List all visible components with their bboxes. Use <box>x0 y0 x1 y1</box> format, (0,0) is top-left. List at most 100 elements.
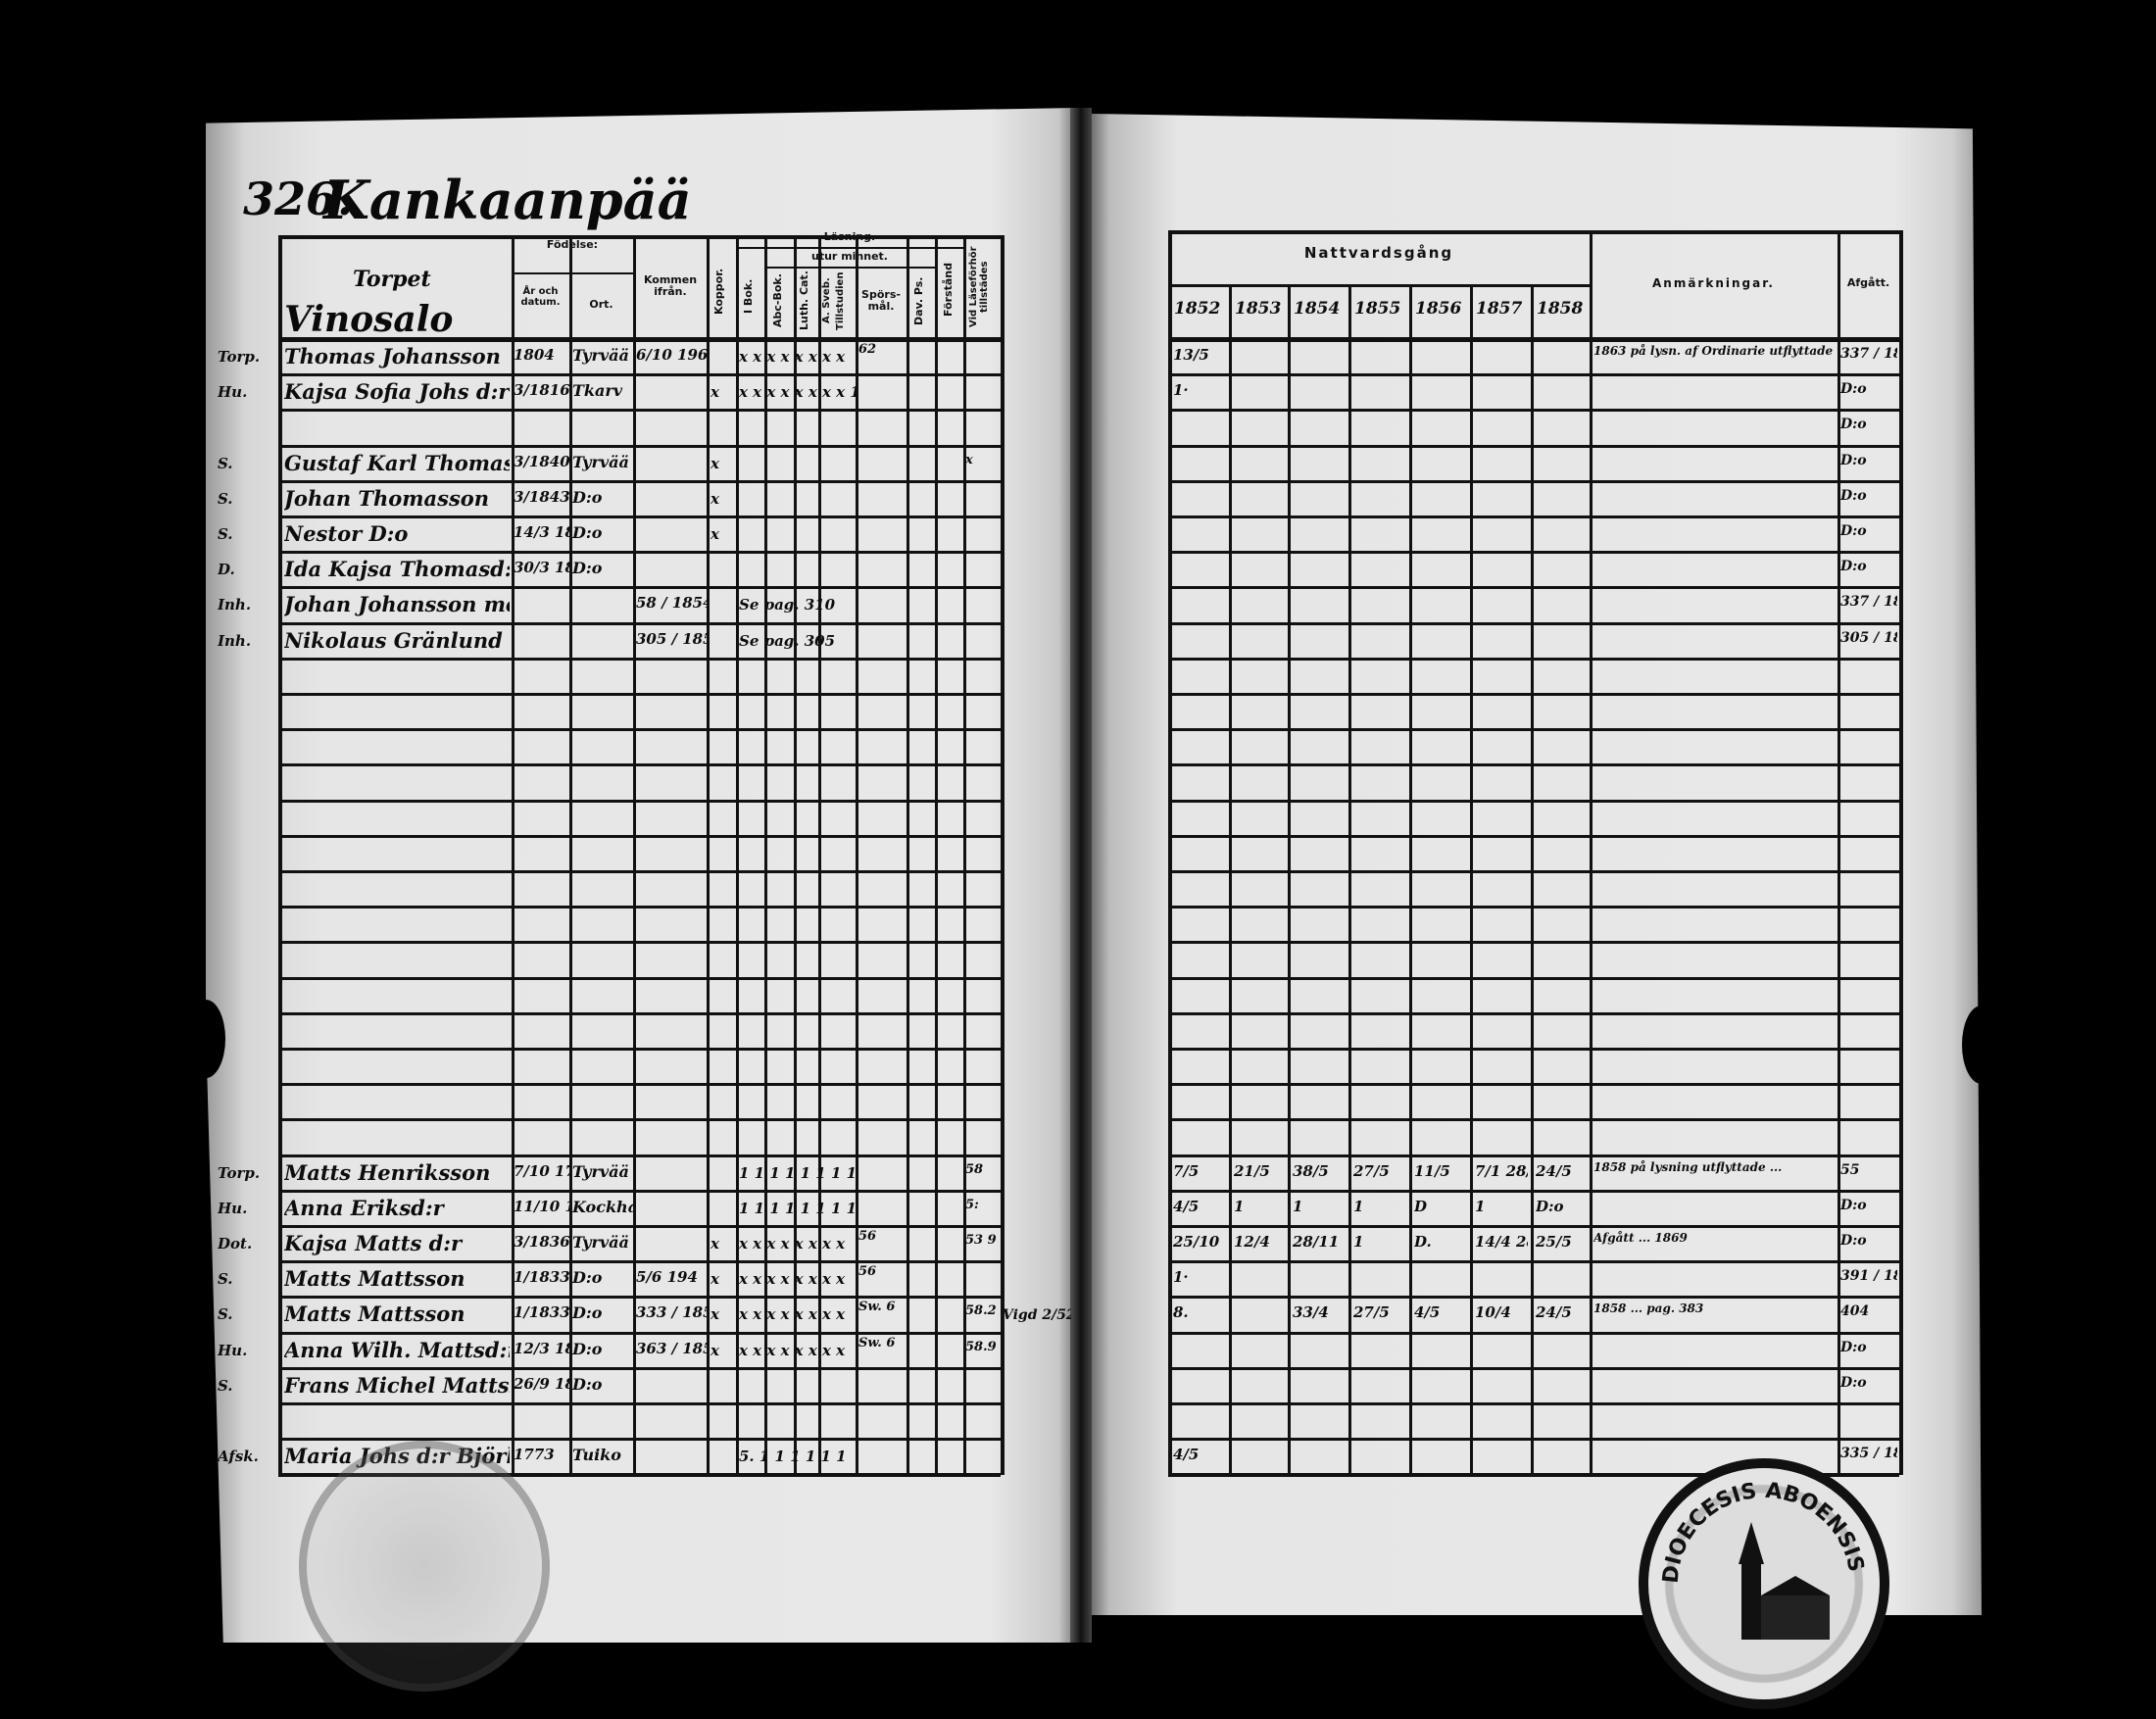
departed-ref: 391 / 1860 <box>1840 1268 1897 1285</box>
grid-line <box>1168 1154 1899 1157</box>
grid-line <box>569 235 572 1476</box>
grid-line <box>1168 799 1899 803</box>
communion-date: 27/5 <box>1353 1161 1390 1180</box>
grid-line <box>1348 284 1351 1476</box>
grid-line <box>707 235 710 1476</box>
row-margin-note: Torp. <box>218 348 261 366</box>
reading-marks: 5. 1 1 1 1 1 1 <box>739 1448 847 1466</box>
departed-ref: D:o <box>1840 1374 1867 1391</box>
reading-marks: Se pag. 310 <box>739 596 836 614</box>
communion-date: 4/5 <box>1173 1446 1200 1464</box>
row-margin-note: S. <box>218 1270 233 1289</box>
page-notch-left <box>186 1000 225 1078</box>
smallpox-mark: x <box>710 1235 719 1252</box>
questions-mark: 56 <box>858 1229 877 1244</box>
came-from: 5/6 194 <box>636 1268 698 1287</box>
village-title: Kankaanpää <box>323 169 692 231</box>
grid-line <box>1168 728 1899 732</box>
grid-line <box>278 1154 1001 1157</box>
person-name: Matts Mattsson <box>284 1302 466 1327</box>
row-margin-note: D. <box>218 561 235 579</box>
grid-line <box>1168 1296 1899 1300</box>
birth-date: 12/3 1834 <box>514 1339 569 1357</box>
grid-line <box>278 1260 1001 1264</box>
birth-date: 11/10 1794 <box>514 1197 569 1215</box>
diocese-stamp: DIOECESIS ABOENSIS <box>1639 1458 1889 1709</box>
row-note: Vigd 2/52 <box>1003 1307 1071 1324</box>
questions-mark: Sw. 6 <box>858 1300 896 1315</box>
came-from: 333 / 1854 <box>636 1303 707 1322</box>
grid-line <box>278 1438 1001 1442</box>
birth-date: 14/3 1848 <box>514 523 569 541</box>
header-luther-cat: Luth. Cat. <box>798 270 810 331</box>
grid-line <box>1168 1402 1899 1405</box>
birth-date: 1/1833 <box>514 1303 569 1322</box>
grid-line <box>278 516 1001 518</box>
grid-line <box>278 337 1001 342</box>
grid-line <box>278 763 1001 767</box>
row-margin-note: Inh. <box>218 596 252 614</box>
communion-date: 33/4 <box>1293 1303 1329 1322</box>
grid-line <box>278 728 1001 732</box>
grid-line <box>1168 763 1899 767</box>
header-communion: Nattvardsgång <box>1303 244 1454 262</box>
communion-date: D <box>1414 1197 1428 1215</box>
catechetical-mark: x <box>965 452 973 467</box>
grid-line <box>1168 1331 1899 1335</box>
grid-line <box>1168 1473 1899 1478</box>
stamp-text: DIOECESIS ABOENSIS <box>1659 1479 1869 1585</box>
grid-line <box>278 1011 1001 1015</box>
remark-text: 1863 på lysn. af Ordinarie utflyttade <box>1593 344 1834 358</box>
catechetical-mark: 58 <box>965 1161 984 1177</box>
grid-line <box>794 235 797 1476</box>
smallpox-mark: x <box>710 1341 719 1359</box>
departed-ref: D:o <box>1840 487 1867 504</box>
grid-line <box>278 373 1001 377</box>
header-birth: Födelse: <box>512 238 633 251</box>
year-header: 1852 <box>1174 299 1221 319</box>
person-name: Kajsa Sofia Johs d:r <box>284 379 510 405</box>
row-margin-note: Hu. <box>218 383 248 402</box>
grid-line <box>278 1366 1001 1370</box>
grid-line <box>1838 230 1840 1476</box>
birth-date: 1804 <box>514 346 555 364</box>
birth-place: Kockha <box>572 1197 633 1216</box>
reading-marks: x x x x x x x x <box>739 348 846 366</box>
left-page <box>206 108 1076 1643</box>
reading-marks: 1 1 1 1 1 1 1 1 <box>739 1163 858 1182</box>
person-name: Anna Wilh. Mattsd:r <box>284 1337 510 1362</box>
communion-date: D. <box>1414 1233 1432 1251</box>
right-page <box>1090 114 1982 1615</box>
communion-date: 8. <box>1173 1303 1189 1322</box>
birth-date: 7/10 1784 <box>514 1161 569 1180</box>
header-by-heart: utur minnet. <box>811 250 888 263</box>
header-david-ps: Dav. Ps. <box>912 276 925 326</box>
header-birth-place: Ort. <box>589 298 613 311</box>
birth-place: D:o <box>572 487 603 507</box>
grid-line <box>1168 1366 1899 1370</box>
grid-line <box>1168 1118 1899 1122</box>
communion-date: 1· <box>1173 381 1189 400</box>
reading-marks: x x x x x x x x <box>739 1235 846 1252</box>
communion-date: 1 <box>1475 1197 1486 1215</box>
catechetical-mark: 53 9 <box>965 1233 997 1248</box>
row-margin-note: Hu. <box>218 1199 248 1217</box>
grid-line <box>1168 1083 1899 1087</box>
header-understanding: Förstånd <box>942 263 955 318</box>
grid-line <box>1168 693 1899 696</box>
grid-line <box>278 1473 1001 1478</box>
person-name: Matts Mattsson <box>284 1266 466 1292</box>
grid-line <box>278 976 1001 980</box>
grid-line <box>963 235 966 1476</box>
birth-date: 3/1840 <box>514 452 569 470</box>
communion-date: 4/5 <box>1414 1303 1441 1322</box>
grid-line <box>278 1402 1001 1405</box>
communion-date: 21/5 <box>1234 1161 1270 1180</box>
grid-line <box>736 235 739 1476</box>
grid-line <box>278 657 1001 661</box>
smallpox-mark: x <box>710 525 719 543</box>
row-margin-note: S. <box>218 1376 233 1395</box>
communion-date: 24/5 <box>1536 1303 1572 1322</box>
grid-line <box>278 235 1001 239</box>
